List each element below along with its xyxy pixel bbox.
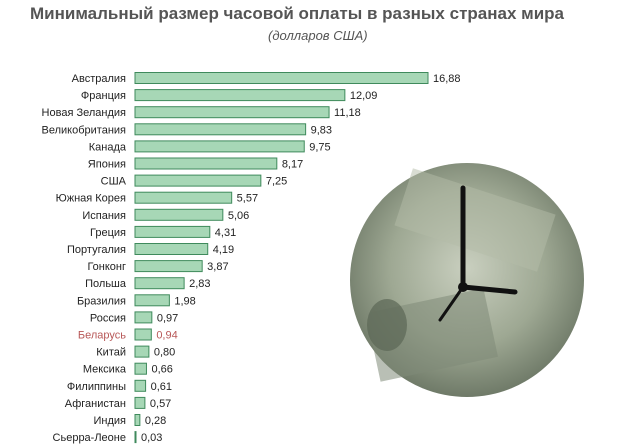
clock-center-icon <box>458 282 468 292</box>
category-label: Великобритания <box>42 124 127 136</box>
category-label: Греция <box>90 227 126 239</box>
category-label: Португалия <box>67 244 126 256</box>
category-label: Филиппины <box>67 381 126 393</box>
value-label: 5,57 <box>237 193 258 205</box>
category-label: Гонконг <box>87 261 126 273</box>
category-label: Австралия <box>72 73 126 85</box>
category-label: Япония <box>88 159 126 171</box>
money-clock-illustration <box>350 163 584 397</box>
category-label: Польша <box>85 278 127 290</box>
bar <box>134 328 152 341</box>
value-label: 12,09 <box>350 90 378 102</box>
category-label: Китай <box>96 347 126 359</box>
category-label: Канада <box>89 141 127 153</box>
value-label: 0,61 <box>151 381 172 393</box>
value-label: 9,83 <box>311 124 332 136</box>
bar <box>134 106 330 119</box>
bar <box>134 72 429 84</box>
category-label: Мексика <box>83 364 127 376</box>
bar <box>134 345 150 358</box>
category-label: Россия <box>90 312 126 324</box>
value-label: 0,80 <box>154 347 175 359</box>
bar <box>134 311 153 324</box>
bar <box>134 396 146 409</box>
value-label: 16,88 <box>433 73 461 85</box>
bar <box>134 140 305 153</box>
category-label: Южная Корея <box>56 193 126 205</box>
category-label: США <box>101 176 127 188</box>
category-label: Индия <box>93 415 126 427</box>
portrait-icon <box>367 299 407 351</box>
bar <box>134 379 147 392</box>
bar <box>134 362 147 375</box>
bar <box>134 277 185 290</box>
bar <box>134 294 170 307</box>
category-label: Беларусь <box>78 330 126 342</box>
category-label: Бразилия <box>77 295 126 307</box>
bar <box>134 157 278 170</box>
value-label: 5,06 <box>228 210 249 222</box>
bar <box>134 174 262 187</box>
chart-subtitle: (долларов США) <box>268 28 368 43</box>
category-label: Новая Зеландия <box>42 107 126 119</box>
clock-second-hand-icon <box>438 285 465 322</box>
value-label: 11,18 <box>334 107 361 119</box>
value-label: 0,97 <box>157 312 178 324</box>
value-label: 8,17 <box>282 159 303 171</box>
bar <box>134 431 137 444</box>
value-label: 1,98 <box>174 295 195 307</box>
value-label: 9,75 <box>309 141 330 153</box>
value-label: 0,03 <box>141 432 162 444</box>
bar <box>134 191 233 204</box>
value-label: 0,94 <box>156 330 177 342</box>
value-label: 4,19 <box>213 244 234 256</box>
value-label: 0,28 <box>145 415 166 427</box>
category-label: Сьерра-Леоне <box>53 432 126 444</box>
category-label: Испания <box>82 210 126 222</box>
category-label: Франция <box>81 90 126 102</box>
value-label: 7,25 <box>266 176 287 188</box>
bar <box>134 225 211 238</box>
value-label: 0,57 <box>150 398 171 410</box>
clock-hour-hand-icon <box>460 284 518 295</box>
chart-title: Минимальный размер часовой оплаты в разн… <box>30 4 564 23</box>
category-label: Афганистан <box>65 398 126 410</box>
value-label: 4,31 <box>215 227 236 239</box>
bar <box>134 123 307 136</box>
value-label: 2,83 <box>189 278 210 290</box>
value-label: 0,66 <box>151 364 172 376</box>
banknote-icon <box>394 168 556 272</box>
bar <box>134 414 141 426</box>
value-label: 3,87 <box>207 261 228 273</box>
bar <box>134 260 203 273</box>
bar <box>134 89 346 102</box>
bar <box>134 208 224 221</box>
bar <box>134 243 209 255</box>
